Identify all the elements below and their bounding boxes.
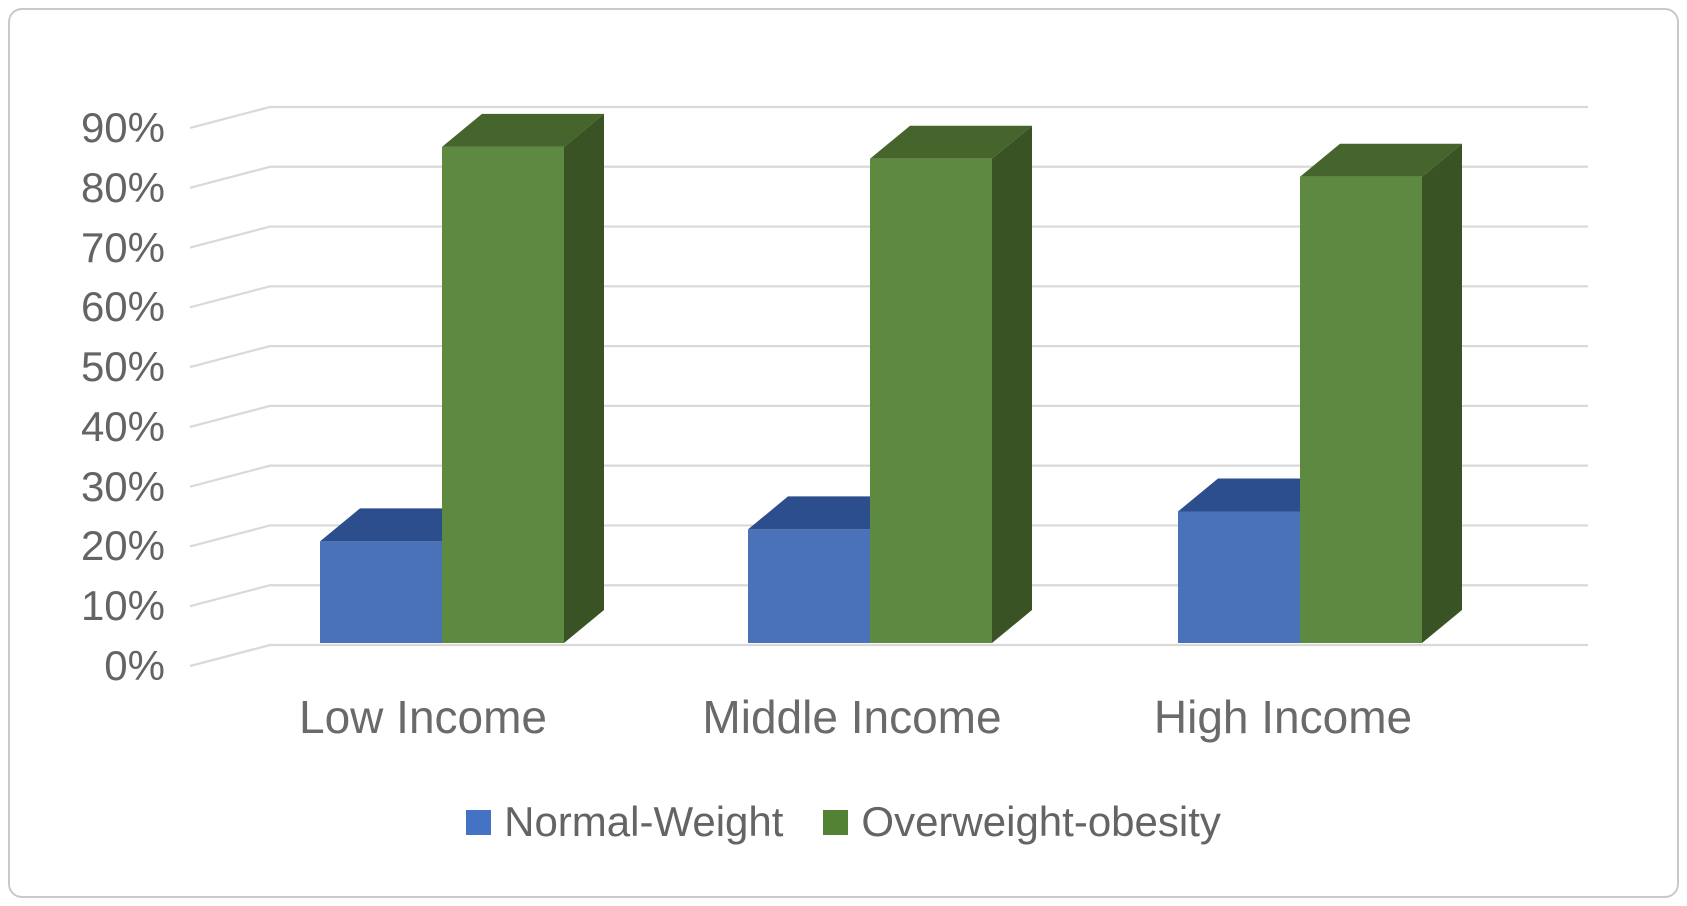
y-axis-tick-label-0-: 0% bbox=[104, 642, 165, 689]
bar-top-face bbox=[442, 113, 604, 147]
y-axis-tick-label-40-: 40% bbox=[80, 402, 165, 450]
y-axis-tick-label-10-: 10% bbox=[80, 582, 165, 630]
bar-top-face bbox=[1300, 143, 1462, 177]
x-axis-category-label-middle-income: Middle Income bbox=[702, 691, 1002, 743]
gridline-50- bbox=[189, 345, 1588, 369]
legend: Normal-Weight Overweight-obesity bbox=[0, 798, 1687, 846]
x-axis-category-label-high-income: High Income bbox=[1153, 691, 1413, 743]
bar-overweight-obesity-high-income bbox=[1300, 143, 1462, 643]
x-axis-category-label-low-income: Low Income bbox=[298, 691, 548, 743]
gridline-70- bbox=[189, 225, 1588, 249]
gridline-60- bbox=[189, 285, 1588, 309]
bar-side-face bbox=[564, 113, 604, 644]
bar-side-face bbox=[992, 125, 1032, 644]
legend-swatch-overweight-obesity-icon bbox=[823, 809, 849, 835]
bar-overweight-obesity-middle-income bbox=[870, 125, 1032, 644]
gridline-20- bbox=[189, 524, 1588, 548]
y-axis-tick-label-60-: 60% bbox=[80, 283, 165, 331]
y-axis-tick-label-20-: 20% bbox=[80, 522, 165, 570]
y-axis-tick-label-80-: 80% bbox=[80, 163, 165, 211]
bar-top-face bbox=[1178, 478, 1340, 512]
bar-overweight-obesity-low-income bbox=[442, 113, 604, 644]
bar-front-face bbox=[748, 529, 870, 643]
legend-label-normal-weight: Normal-Weight bbox=[504, 798, 784, 845]
gridline-10- bbox=[189, 584, 1588, 608]
bar-front-face bbox=[1178, 511, 1300, 643]
bar-top-face bbox=[870, 125, 1032, 159]
y-axis-tick-label-70-: 70% bbox=[80, 223, 165, 271]
bar-front-face bbox=[442, 146, 564, 644]
gridline-30- bbox=[189, 464, 1588, 488]
legend-label-overweight-obesity: Overweight-obesity bbox=[861, 798, 1221, 845]
y-axis-tick-label-50-: 50% bbox=[80, 343, 165, 391]
gridline-90- bbox=[189, 105, 1588, 130]
gridline-40- bbox=[189, 404, 1588, 428]
legend-item-overweight-obesity: Overweight-obesity bbox=[823, 798, 1221, 846]
legend-swatch-normal-weight-icon bbox=[466, 809, 492, 835]
bar-top-face bbox=[748, 496, 910, 530]
bar-side-face bbox=[1422, 143, 1462, 643]
bar-top-face bbox=[320, 508, 482, 542]
legend-item-normal-weight: Normal-Weight bbox=[466, 798, 783, 846]
bar-front-face bbox=[320, 541, 442, 643]
y-axis-tick-label-30-: 30% bbox=[80, 462, 165, 510]
bar-front-face bbox=[1300, 176, 1422, 643]
gridline-80- bbox=[189, 165, 1588, 189]
y-axis-tick-label-90-: 90% bbox=[80, 103, 165, 151]
gridline-0- bbox=[189, 643, 1588, 668]
bar-front-face bbox=[870, 158, 992, 644]
